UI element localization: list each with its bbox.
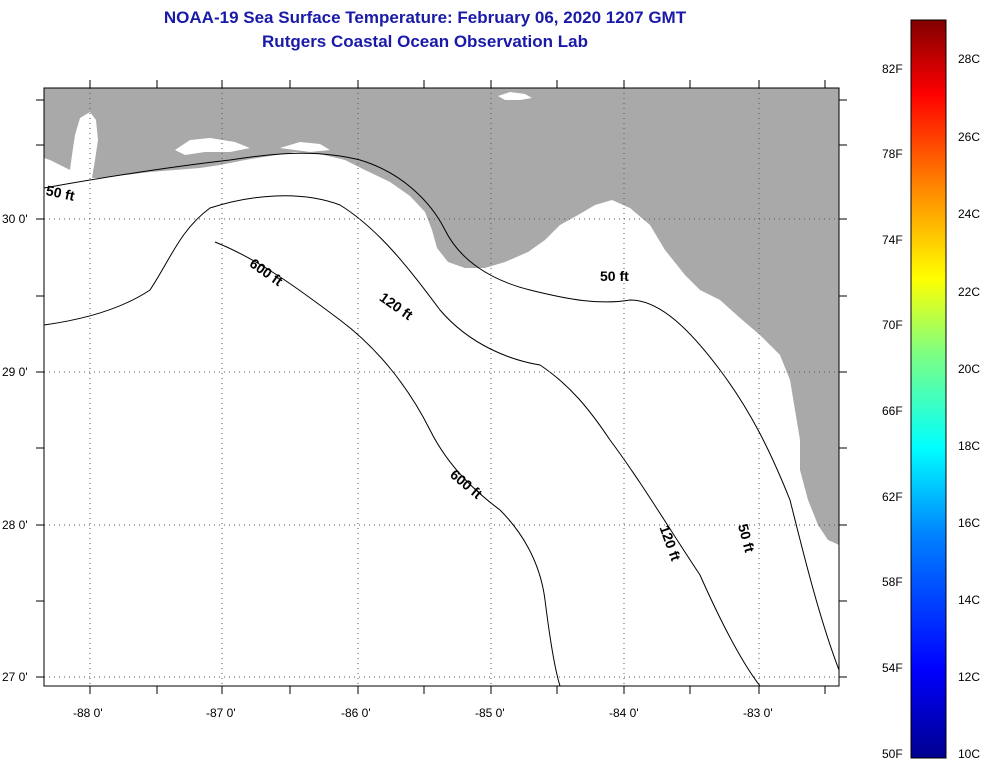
colorbar-c-label: 12C: [958, 670, 981, 684]
contour-label: 50 ft: [600, 268, 629, 284]
colorbar-c-label: 10C: [958, 747, 981, 761]
lat-tick-label: 30 0': [2, 212, 28, 226]
lat-tick-label: 29 0': [2, 365, 28, 379]
colorbar-f-label: 70F: [882, 318, 903, 332]
colorbar-f-label: 78F: [882, 147, 903, 161]
lat-tick-label: 28 0': [2, 518, 28, 532]
colorbar-f-label: 50F: [882, 747, 903, 761]
lon-tick-label: -85 0': [475, 706, 505, 720]
lon-tick-label: -86 0': [341, 706, 371, 720]
colorbar-c-label: 14C: [958, 593, 981, 607]
lat-tick-label: 27 0': [2, 670, 28, 684]
colorbar-f-label: 58F: [882, 575, 903, 589]
colorbar-f-label: 62F: [882, 490, 903, 504]
depth-contours: [44, 152, 839, 686]
colorbar-c-label: 28C: [958, 52, 981, 66]
colorbar-c-label: 22C: [958, 285, 981, 299]
map-frame: [43, 87, 840, 687]
land-mass: [44, 88, 839, 545]
colorbar-f-label: 54F: [882, 661, 903, 675]
map-subtitle: Rutgers Coastal Ocean Observation Lab: [262, 32, 588, 51]
map-title: NOAA-19 Sea Surface Temperature: Februar…: [163, 8, 687, 27]
colorbar-c-label: 18C: [958, 439, 981, 453]
lon-tick-label: -83 0': [743, 706, 773, 720]
colorbar-c-label: 16C: [958, 516, 981, 530]
colorbar-c-label: 24C: [958, 207, 981, 221]
colorbar: [910, 19, 947, 759]
colorbar-c-label: 26C: [958, 130, 981, 144]
colorbar-f-label: 74F: [882, 233, 903, 247]
colorbar-f-label: 66F: [882, 404, 903, 418]
colorbar-c-label: 20C: [958, 362, 981, 376]
colorbar-f-label: 82F: [882, 62, 903, 76]
lon-tick-label: -84 0': [609, 706, 639, 720]
lon-tick-label: -88 0': [73, 706, 103, 720]
lon-tick-label: -87 0': [206, 706, 236, 720]
